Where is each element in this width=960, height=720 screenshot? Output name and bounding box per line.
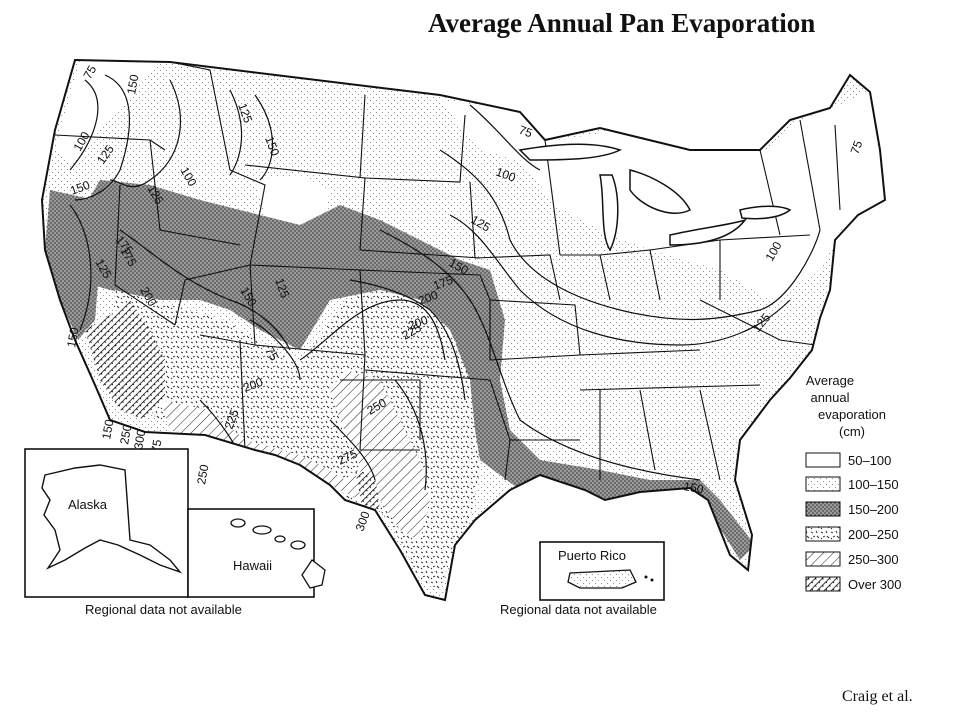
puerto-rico-inset: Puerto Rico <box>539 541 665 601</box>
legend-item: 50–100 <box>805 452 891 468</box>
isoline-label: 150 <box>682 479 704 496</box>
alaska-label: Alaska <box>68 497 108 512</box>
legend-item: 250–300 <box>805 551 899 567</box>
legend-item: Over 300 <box>805 576 901 592</box>
legend: Average annual evaporation (cm) 50–100 1… <box>805 373 901 592</box>
isoline-label: 100 <box>494 165 518 185</box>
legend-title-line: (cm) <box>839 424 865 439</box>
legend-item-label: 150–200 <box>848 502 899 517</box>
legend-item: 200–250 <box>805 526 899 542</box>
legend-item-label: Over 300 <box>848 577 901 592</box>
isoline-label: 150 <box>64 326 81 348</box>
isoline-label: 200 <box>241 375 265 395</box>
credit-text: Craig et al. <box>842 688 913 705</box>
isoline-label: 225 <box>222 407 242 431</box>
legend-title-line: annual <box>810 390 849 405</box>
regional-note-right: Regional data not available <box>500 602 657 617</box>
hawaii-inset: Hawaii <box>187 508 326 598</box>
legend-item-label: 100–150 <box>848 477 899 492</box>
isoline-label: 250 <box>117 423 134 445</box>
alaska-inset: Alaska <box>24 448 189 598</box>
isoline-label: 150 <box>68 178 92 198</box>
legend-item: 150–200 <box>805 501 899 517</box>
isoline-label: 75 <box>517 123 535 141</box>
isoline-label: 300 <box>353 509 373 533</box>
hawaii-label: Hawaii <box>233 558 272 573</box>
isoline-label: 200 <box>406 313 430 333</box>
regional-note-left: Regional data not available <box>85 602 242 617</box>
isoline-label: 300 <box>131 428 148 450</box>
isoline-label: 175 <box>431 273 455 293</box>
legend-item-label: 200–250 <box>848 527 899 542</box>
legend-title-line: Average <box>806 373 854 388</box>
isoline-label: 75 <box>848 138 866 156</box>
isoline-label: 125 <box>272 276 292 300</box>
isoline-label: 75 <box>80 63 99 82</box>
legend-item-label: 50–100 <box>848 453 891 468</box>
isoline-label: 150 <box>99 418 116 440</box>
isoline-label: 200 <box>416 288 440 308</box>
puerto-rico-label: Puerto Rico <box>558 548 626 563</box>
alaska-shape <box>41 464 183 574</box>
isoline-label: 250 <box>194 463 211 485</box>
isoline-label: 150 <box>124 73 141 95</box>
isoline-label: 150 <box>262 134 282 158</box>
isoline-label: 125 <box>235 101 255 125</box>
great-lakes <box>518 143 792 252</box>
legend-title-line: evaporation <box>818 407 886 422</box>
legend-item: 100–150 <box>805 476 899 492</box>
map-title: Average Annual Pan Evaporation <box>428 8 816 38</box>
isoline-label: 75 <box>262 345 281 364</box>
legend-item-label: 250–300 <box>848 552 899 567</box>
puerto-rico-shape <box>567 569 637 589</box>
us-outline <box>40 58 887 602</box>
